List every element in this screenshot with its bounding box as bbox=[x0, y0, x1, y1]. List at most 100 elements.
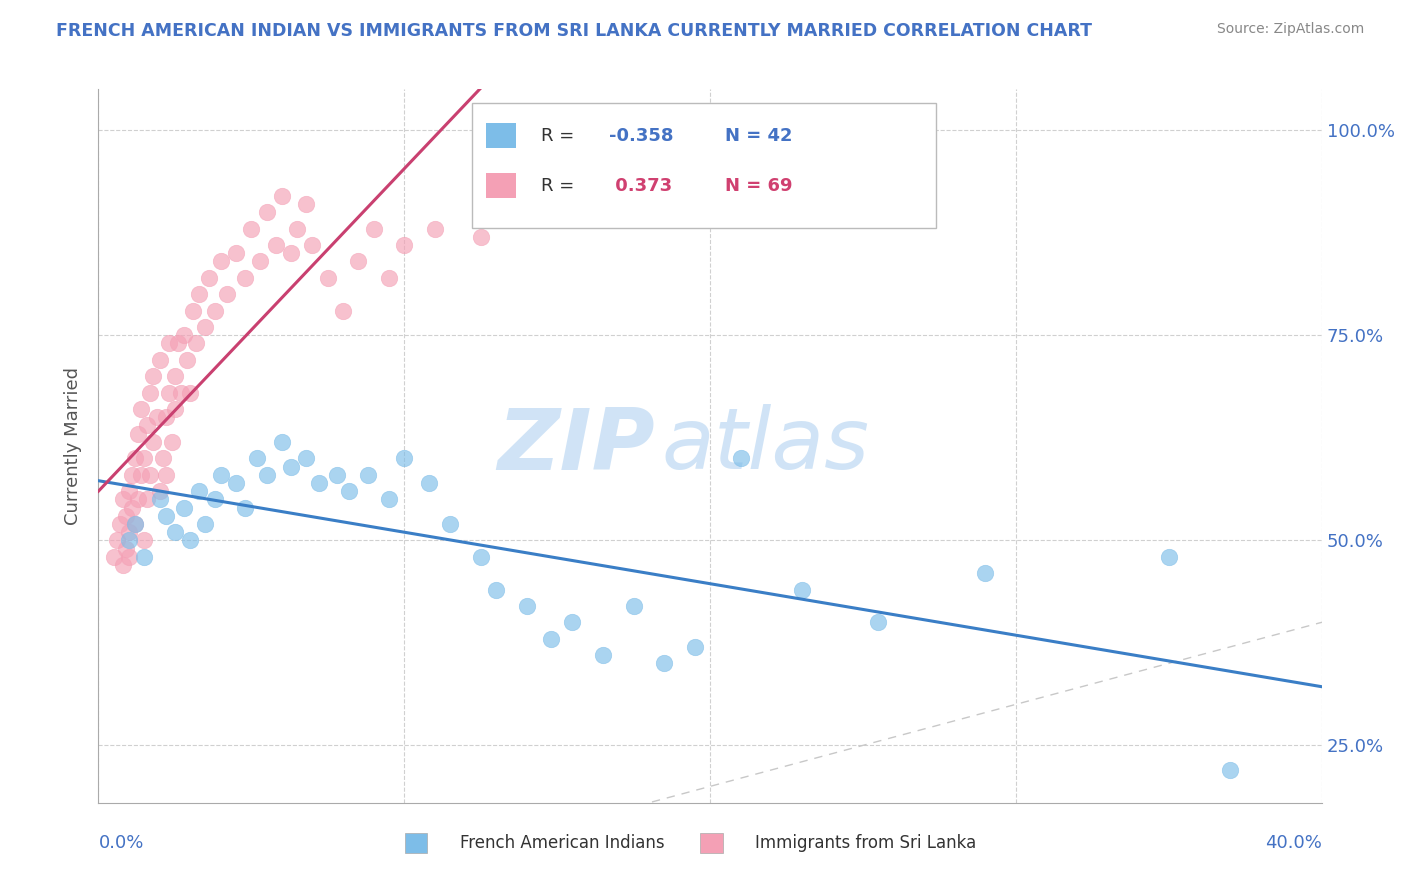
Point bbox=[1219, 763, 1241, 777]
Text: Immigrants from Sri Lanka: Immigrants from Sri Lanka bbox=[755, 834, 976, 852]
Point bbox=[295, 451, 318, 466]
Point bbox=[256, 205, 278, 219]
Point bbox=[108, 516, 131, 531]
Point bbox=[118, 549, 141, 564]
Point bbox=[145, 410, 167, 425]
Point bbox=[167, 336, 190, 351]
Text: atlas: atlas bbox=[661, 404, 869, 488]
Point bbox=[194, 516, 217, 531]
Point bbox=[173, 500, 195, 515]
Point bbox=[118, 484, 141, 499]
Point bbox=[790, 582, 813, 597]
Point bbox=[209, 467, 232, 482]
Bar bbox=[486, 173, 516, 198]
Point bbox=[392, 238, 416, 252]
Y-axis label: Currently Married: Currently Married bbox=[65, 367, 83, 525]
Point bbox=[256, 467, 278, 482]
Text: ZIP: ZIP bbox=[498, 404, 655, 488]
Point bbox=[142, 434, 165, 449]
Point bbox=[270, 434, 292, 449]
Point bbox=[155, 508, 177, 523]
Point bbox=[118, 533, 141, 548]
Point bbox=[233, 270, 256, 285]
Text: R =: R = bbox=[541, 127, 581, 145]
Point bbox=[157, 385, 180, 400]
Point bbox=[139, 385, 162, 400]
Point bbox=[204, 303, 226, 318]
Point bbox=[347, 254, 370, 268]
Point bbox=[378, 270, 401, 285]
Point bbox=[730, 451, 752, 466]
Point bbox=[134, 533, 156, 548]
Point bbox=[418, 475, 440, 490]
Point bbox=[188, 484, 211, 499]
Point bbox=[363, 221, 385, 235]
Point bbox=[285, 221, 308, 235]
Point bbox=[124, 516, 146, 531]
Point bbox=[233, 500, 256, 515]
Point bbox=[215, 287, 238, 301]
Text: FRENCH AMERICAN INDIAN VS IMMIGRANTS FROM SRI LANKA CURRENTLY MARRIED CORRELATIO: FRENCH AMERICAN INDIAN VS IMMIGRANTS FRO… bbox=[56, 22, 1092, 40]
Point bbox=[160, 434, 183, 449]
Point bbox=[170, 385, 193, 400]
Point bbox=[356, 467, 378, 482]
Point bbox=[197, 270, 219, 285]
Point bbox=[136, 492, 159, 507]
Point bbox=[326, 467, 349, 482]
Text: 0.0%: 0.0% bbox=[98, 834, 143, 852]
Point bbox=[332, 303, 354, 318]
Point bbox=[179, 533, 201, 548]
Text: 0.373: 0.373 bbox=[609, 177, 672, 194]
Point bbox=[280, 459, 302, 474]
Point bbox=[316, 270, 339, 285]
Point bbox=[194, 320, 217, 334]
Bar bbox=[700, 833, 723, 853]
Text: N = 42: N = 42 bbox=[724, 127, 792, 145]
Point bbox=[225, 475, 247, 490]
Point bbox=[129, 402, 152, 417]
Point bbox=[423, 221, 446, 235]
Point bbox=[121, 467, 143, 482]
Point bbox=[868, 615, 890, 630]
Point bbox=[392, 451, 416, 466]
Point bbox=[470, 549, 492, 564]
Point bbox=[103, 549, 125, 564]
Point bbox=[683, 640, 706, 654]
Point bbox=[209, 254, 232, 268]
Point bbox=[623, 599, 645, 613]
Point bbox=[149, 484, 172, 499]
Point bbox=[308, 475, 330, 490]
Point bbox=[157, 336, 180, 351]
Text: Source: ZipAtlas.com: Source: ZipAtlas.com bbox=[1216, 22, 1364, 37]
Point bbox=[337, 484, 360, 499]
Text: N = 69: N = 69 bbox=[724, 177, 792, 194]
Point bbox=[163, 402, 186, 417]
Point bbox=[249, 254, 271, 268]
Point bbox=[111, 492, 134, 507]
Point bbox=[1157, 549, 1180, 564]
Bar bbox=[486, 123, 516, 148]
Point bbox=[149, 492, 172, 507]
Point bbox=[155, 467, 177, 482]
Point bbox=[149, 352, 172, 367]
Point bbox=[188, 287, 211, 301]
Point bbox=[127, 426, 149, 441]
Point bbox=[179, 385, 201, 400]
Point bbox=[270, 189, 292, 203]
Point bbox=[152, 451, 174, 466]
Point bbox=[111, 558, 134, 572]
Point bbox=[280, 246, 302, 260]
Point bbox=[142, 369, 165, 384]
Point bbox=[204, 492, 226, 507]
Point bbox=[225, 246, 247, 260]
Point bbox=[378, 492, 401, 507]
Point bbox=[240, 221, 263, 235]
Point bbox=[121, 500, 143, 515]
Point bbox=[301, 238, 323, 252]
Point bbox=[186, 336, 208, 351]
Point bbox=[163, 525, 186, 540]
Point bbox=[163, 369, 186, 384]
Point bbox=[439, 516, 461, 531]
Point bbox=[139, 467, 162, 482]
Point bbox=[516, 599, 538, 613]
